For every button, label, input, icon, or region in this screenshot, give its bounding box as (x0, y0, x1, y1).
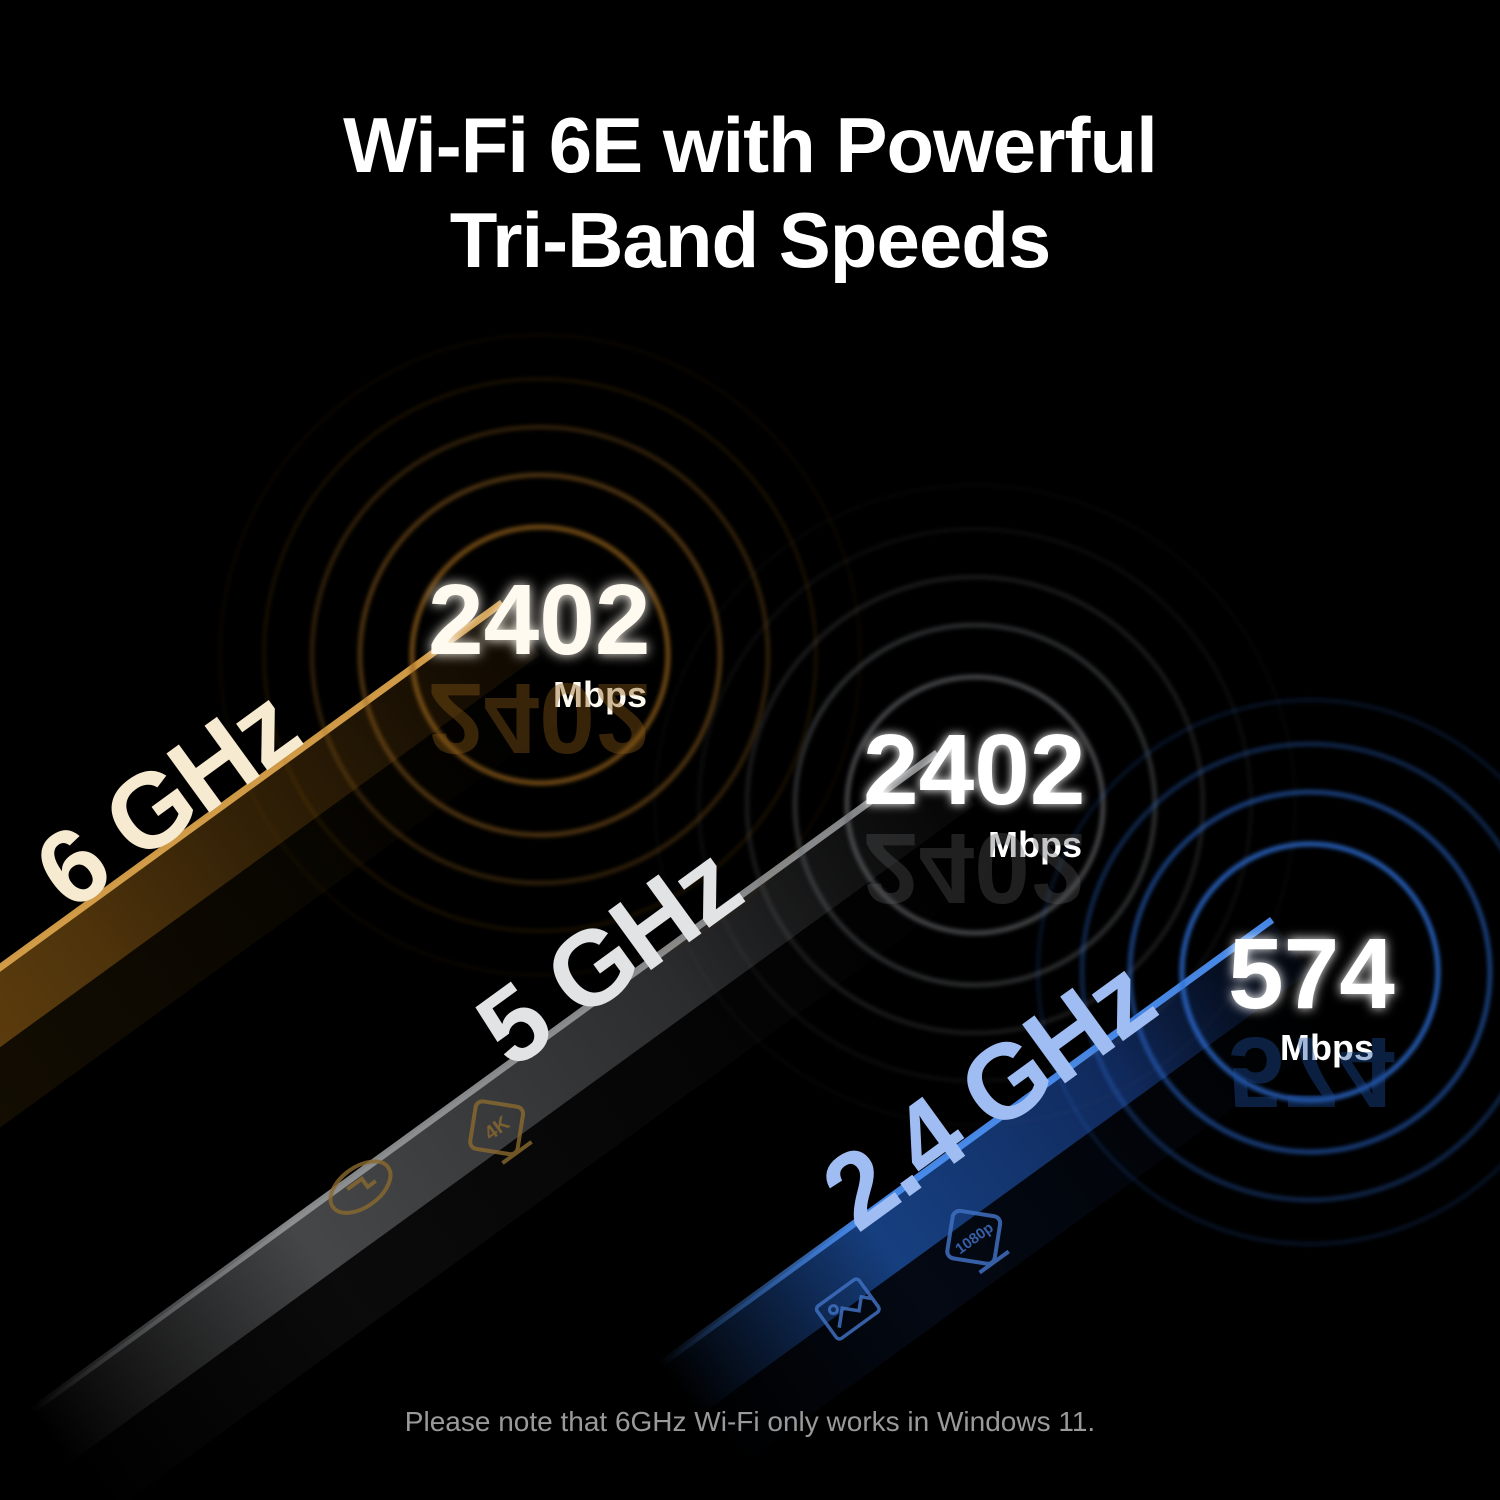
svg-text:574: 574 (1228, 1016, 1395, 1128)
svg-text:2402: 2402 (428, 662, 650, 774)
svg-text:2402: 2402 (428, 564, 650, 676)
svg-text:574: 574 (1228, 918, 1395, 1030)
svg-text:2402: 2402 (863, 714, 1085, 826)
svg-text:2402: 2402 (863, 812, 1085, 924)
